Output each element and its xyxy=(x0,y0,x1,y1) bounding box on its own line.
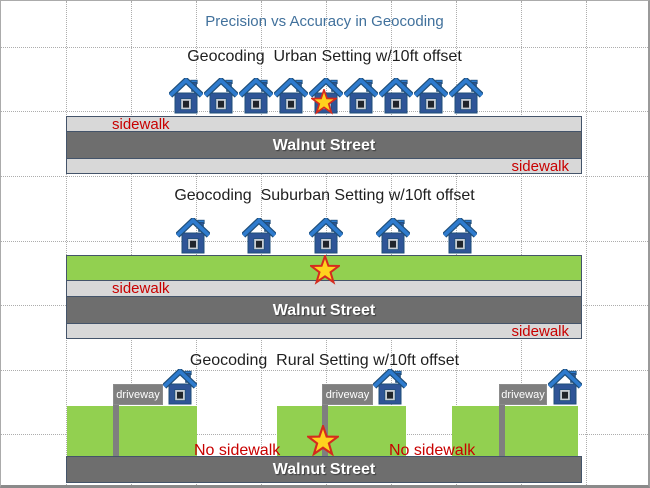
house-icon xyxy=(242,218,276,254)
driveway-strip xyxy=(113,385,119,456)
sidewalk-label-right: sidewalk xyxy=(511,158,569,175)
street-name-label: Walnut Street xyxy=(272,461,376,478)
street-name-label: Walnut Street xyxy=(272,302,376,319)
rural-road-strip: Walnut Street xyxy=(66,456,582,483)
house-icon xyxy=(376,218,410,254)
house-icon xyxy=(414,78,448,114)
driveway-strip xyxy=(499,385,505,456)
house-icon xyxy=(169,78,203,114)
gridline-vertical xyxy=(131,1,132,485)
gridline-horizontal xyxy=(1,176,648,177)
diagram-title: Precision vs Accuracy in Geocoding xyxy=(205,13,444,30)
star-marker-icon xyxy=(307,425,339,457)
house-icon xyxy=(163,369,197,405)
house-icon xyxy=(344,78,378,114)
driveway-label: driveway xyxy=(113,384,163,405)
house-icon xyxy=(379,78,413,114)
gridline-horizontal xyxy=(1,370,648,371)
suburban-road-strip: Walnut Street xyxy=(66,296,582,324)
urban-road-strip: Walnut Street xyxy=(66,131,582,159)
rural-lawn-patch xyxy=(277,406,406,456)
driveway-label: driveway xyxy=(322,384,373,405)
urban-sidewalk-strip-bottom: sidewalk xyxy=(66,158,582,175)
suburban-sidewalk-strip-top: sidewalk xyxy=(66,280,582,297)
rural-section-title: Geocoding Rural Setting w/10ft offset xyxy=(189,352,460,369)
gridline-vertical xyxy=(66,1,67,485)
rural-lawn-patch xyxy=(452,406,578,456)
urban-sidewalk-strip-top: sidewalk xyxy=(66,116,582,133)
gridline-vertical xyxy=(586,1,587,485)
house-icon xyxy=(309,218,343,254)
star-marker-icon xyxy=(310,255,340,285)
driveway-strip xyxy=(322,385,328,456)
house-icon xyxy=(443,218,477,254)
house-icon xyxy=(274,78,308,114)
no-sidewalk-label-right: No sidewalk xyxy=(389,442,476,459)
rural-lawn-patch xyxy=(67,406,197,456)
sidewalk-label-left: sidewalk xyxy=(112,116,170,133)
gridline-vertical xyxy=(521,1,522,485)
house-icon xyxy=(176,218,210,254)
suburban-sidewalk-strip-bottom: sidewalk xyxy=(66,323,582,340)
gridline-horizontal xyxy=(1,47,648,48)
sidewalk-label-right: sidewalk xyxy=(511,323,569,340)
urban-street-block: sidewalk Walnut Street sidewalk xyxy=(66,116,582,175)
urban-section-title: Geocoding Urban Setting w/10ft offset xyxy=(187,48,462,65)
house-icon xyxy=(373,369,407,405)
no-sidewalk-label-left: No sidewalk xyxy=(194,442,281,459)
sidewalk-label-left: sidewalk xyxy=(112,280,170,297)
suburban-street-block: sidewalk Walnut Street sidewalk xyxy=(66,255,582,340)
house-icon xyxy=(449,78,483,114)
star-marker-icon xyxy=(311,89,337,115)
house-icon xyxy=(204,78,238,114)
house-icon xyxy=(548,369,582,405)
suburban-section-title: Geocoding Suburban Setting w/10ft offset xyxy=(174,187,475,204)
street-name-label: Walnut Street xyxy=(272,137,376,154)
driveway-label: driveway xyxy=(499,384,547,405)
house-icon xyxy=(239,78,273,114)
